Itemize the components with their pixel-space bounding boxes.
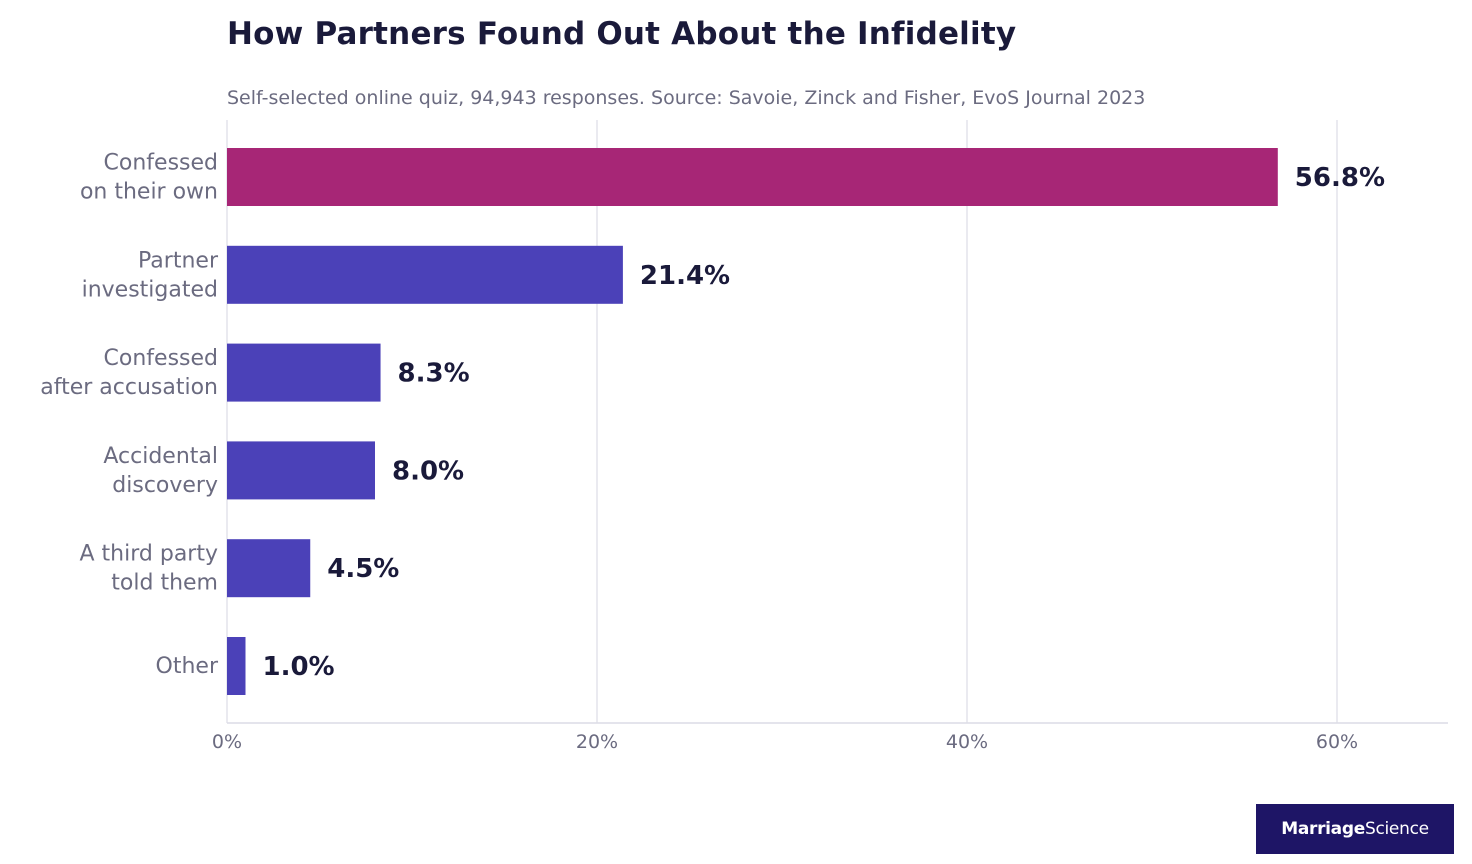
category-label-line: after accusation [40,375,218,400]
category-label-line: Other [156,654,219,679]
x-tick-label: 20% [576,731,618,753]
category-label-line: told them [111,571,218,596]
bar-chart: 0% 20% 40% 60% 56.8% Confessed on their own 21.… [40,120,1448,753]
value-label: 8.0% [392,456,464,486]
value-label: 21.4% [640,261,730,291]
brand-logo-part2: Science [1364,819,1429,839]
x-tick-label: 60% [1316,731,1358,753]
x-tick-label: 40% [946,731,988,753]
category-label: Partner investigated [82,248,219,302]
category-label: A third party told them [80,542,218,596]
category-label: Accidental discovery [103,444,218,498]
value-label: 8.3% [398,359,470,389]
category-label: Confessed on their own [80,151,218,205]
bar [227,148,1278,206]
x-tick-label: 0% [212,731,242,753]
bar [227,343,381,402]
category-label-line: Confessed [104,151,218,176]
category-label: Confessed after accusation [40,346,218,400]
category-label-line: Partner [138,248,219,273]
category-label-line: A third party [80,542,218,567]
bar [227,539,311,598]
category-label-line: discovery [112,473,218,498]
value-label: 56.8% [1295,163,1385,193]
chart-subtitle: Self-selected online quiz, 94,943 respon… [227,87,1146,109]
category-label-line: Confessed [104,346,218,371]
value-label: 1.0% [263,652,335,682]
bar [227,637,246,695]
brand-logo: Marriage Science [1256,804,1454,854]
category-label-line: Accidental [103,444,218,469]
chart-title: How Partners Found Out About the Infidel… [227,16,1017,52]
bar [227,245,623,304]
brand-logo-part1: Marriage [1281,819,1365,839]
category-label-line: investigated [82,277,218,302]
value-label: 4.5% [327,554,399,584]
category-label: Other [156,654,219,679]
category-label-line: on their own [80,180,218,205]
bar [227,441,375,500]
